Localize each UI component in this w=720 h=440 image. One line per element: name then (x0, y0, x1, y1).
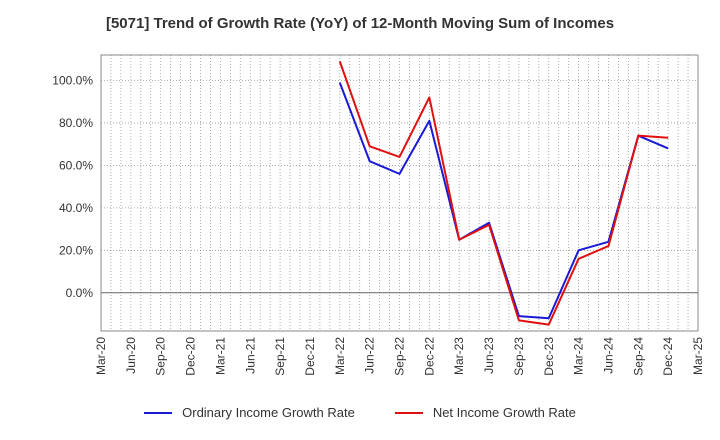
x-tick-label: Mar-25 (691, 337, 705, 375)
legend: Ordinary Income Growth Rate Net Income G… (0, 405, 720, 420)
legend-label-ordinary-income: Ordinary Income Growth Rate (182, 405, 355, 420)
x-tick-label: Dec-23 (542, 337, 556, 376)
x-axis-ticks: Mar-20 Jun-20 Sep-20 Dec-20 Mar-21 Jun-21 Sep-… (94, 337, 705, 376)
x-tick-label: Mar-23 (452, 337, 466, 375)
x-tick-label: Sep-24 (631, 337, 645, 376)
x-tick-label: Jun-21 (243, 337, 257, 374)
x-tick-label: Sep-23 (512, 337, 526, 376)
x-tick-label: Jun-22 (363, 337, 377, 374)
legend-label-net-income: Net Income Growth Rate (432, 405, 576, 420)
x-tick-label: Jun-23 (482, 337, 496, 374)
legend-item-net-income: Net Income Growth Rate (394, 405, 576, 420)
x-tick-label: Dec-22 (422, 337, 436, 376)
y-tick-label: 0.0% (66, 286, 94, 300)
y-axis-ticks: 100.0% 80.0% 60.0% 40.0% 20.0% 0.0% (52, 73, 93, 299)
grid-lines (101, 55, 698, 331)
x-tick-label: Jun-24 (601, 337, 615, 374)
x-tick-label: Mar-24 (572, 337, 586, 375)
legend-swatch-ordinary-income (144, 411, 173, 414)
x-tick-label: Sep-22 (393, 337, 407, 376)
y-tick-label: 40.0% (59, 201, 93, 215)
legend-item-ordinary-income: Ordinary Income Growth Rate (144, 405, 355, 420)
y-tick-label: 60.0% (59, 158, 93, 172)
x-tick-label: Mar-21 (213, 337, 227, 375)
x-tick-label: Dec-24 (661, 337, 675, 376)
series-line-ordinary-income (338, 82, 669, 320)
plot-frame (100, 54, 699, 332)
chart-title: [5071] Trend of Growth Rate (YoY) of 12-… (105, 15, 615, 32)
x-tick-label: Dec-20 (184, 337, 198, 376)
x-tick-label: Jun-20 (124, 337, 138, 374)
x-tick-label: Sep-20 (154, 337, 168, 376)
x-tick-label: Mar-22 (333, 337, 347, 375)
y-tick-label: 80.0% (59, 116, 93, 130)
x-tick-label: Dec-21 (303, 337, 317, 376)
series-line-net-income (338, 61, 669, 326)
x-tick-label: Mar-20 (94, 337, 108, 375)
y-tick-label: 20.0% (59, 243, 93, 257)
x-tick-label: Sep-21 (273, 337, 287, 376)
series-lines (338, 61, 669, 326)
legend-swatch-net-income (394, 411, 423, 414)
y-tick-label: 100.0% (52, 73, 93, 87)
